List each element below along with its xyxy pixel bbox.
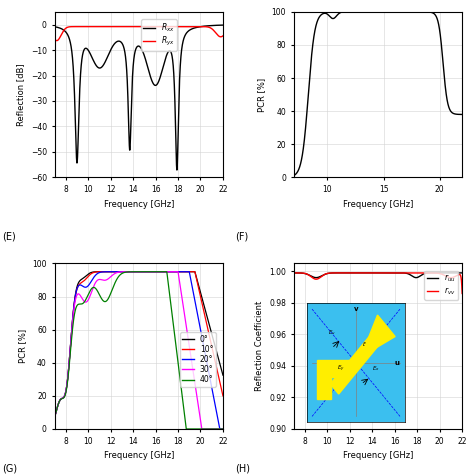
Text: (G): (G): [2, 464, 18, 474]
Legend: 0°, 10°, 20°, 30°, 40°: 0°, 10°, 20°, 30°, 40°: [180, 332, 216, 386]
X-axis label: Frequency [GHz]: Frequency [GHz]: [103, 451, 174, 460]
Legend: $R_{xx}$, $R_{yx}$: $R_{xx}$, $R_{yx}$: [141, 19, 177, 51]
Text: (F): (F): [235, 231, 248, 241]
Text: (H): (H): [235, 464, 250, 474]
Y-axis label: Reflection [dB]: Reflection [dB]: [16, 64, 25, 126]
Text: (E): (E): [2, 231, 16, 241]
Legend: $r_{uu}$, $r_{vv}$: $r_{uu}$, $r_{vv}$: [425, 271, 458, 300]
X-axis label: Frequency [GHz]: Frequency [GHz]: [343, 200, 413, 209]
X-axis label: Frequency [GHz]: Frequency [GHz]: [103, 200, 174, 209]
Y-axis label: Reflection Coefficient: Reflection Coefficient: [255, 301, 264, 392]
Y-axis label: PCR [%]: PCR [%]: [18, 329, 27, 363]
Y-axis label: PCR [%]: PCR [%]: [257, 78, 266, 112]
X-axis label: Frequency [GHz]: Frequency [GHz]: [343, 451, 413, 460]
